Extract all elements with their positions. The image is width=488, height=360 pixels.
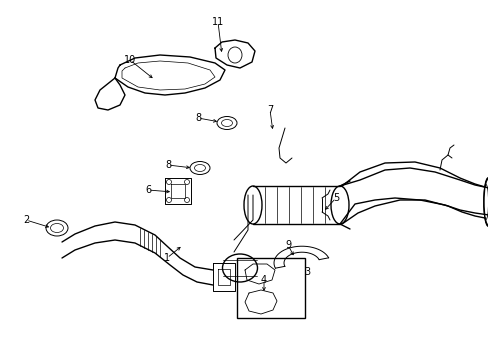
Text: 9: 9	[285, 240, 290, 250]
Text: 5: 5	[332, 193, 339, 203]
Text: 1: 1	[163, 253, 170, 263]
Text: 7: 7	[266, 105, 273, 115]
Text: 6: 6	[144, 185, 151, 195]
Text: 8: 8	[164, 160, 171, 170]
Text: 10: 10	[123, 55, 136, 65]
Text: 8: 8	[195, 113, 201, 123]
Text: 2: 2	[23, 215, 29, 225]
Text: 4: 4	[261, 275, 266, 285]
Bar	[237, 258, 305, 318]
Text: 11: 11	[211, 17, 224, 27]
Text: 3: 3	[304, 267, 309, 277]
